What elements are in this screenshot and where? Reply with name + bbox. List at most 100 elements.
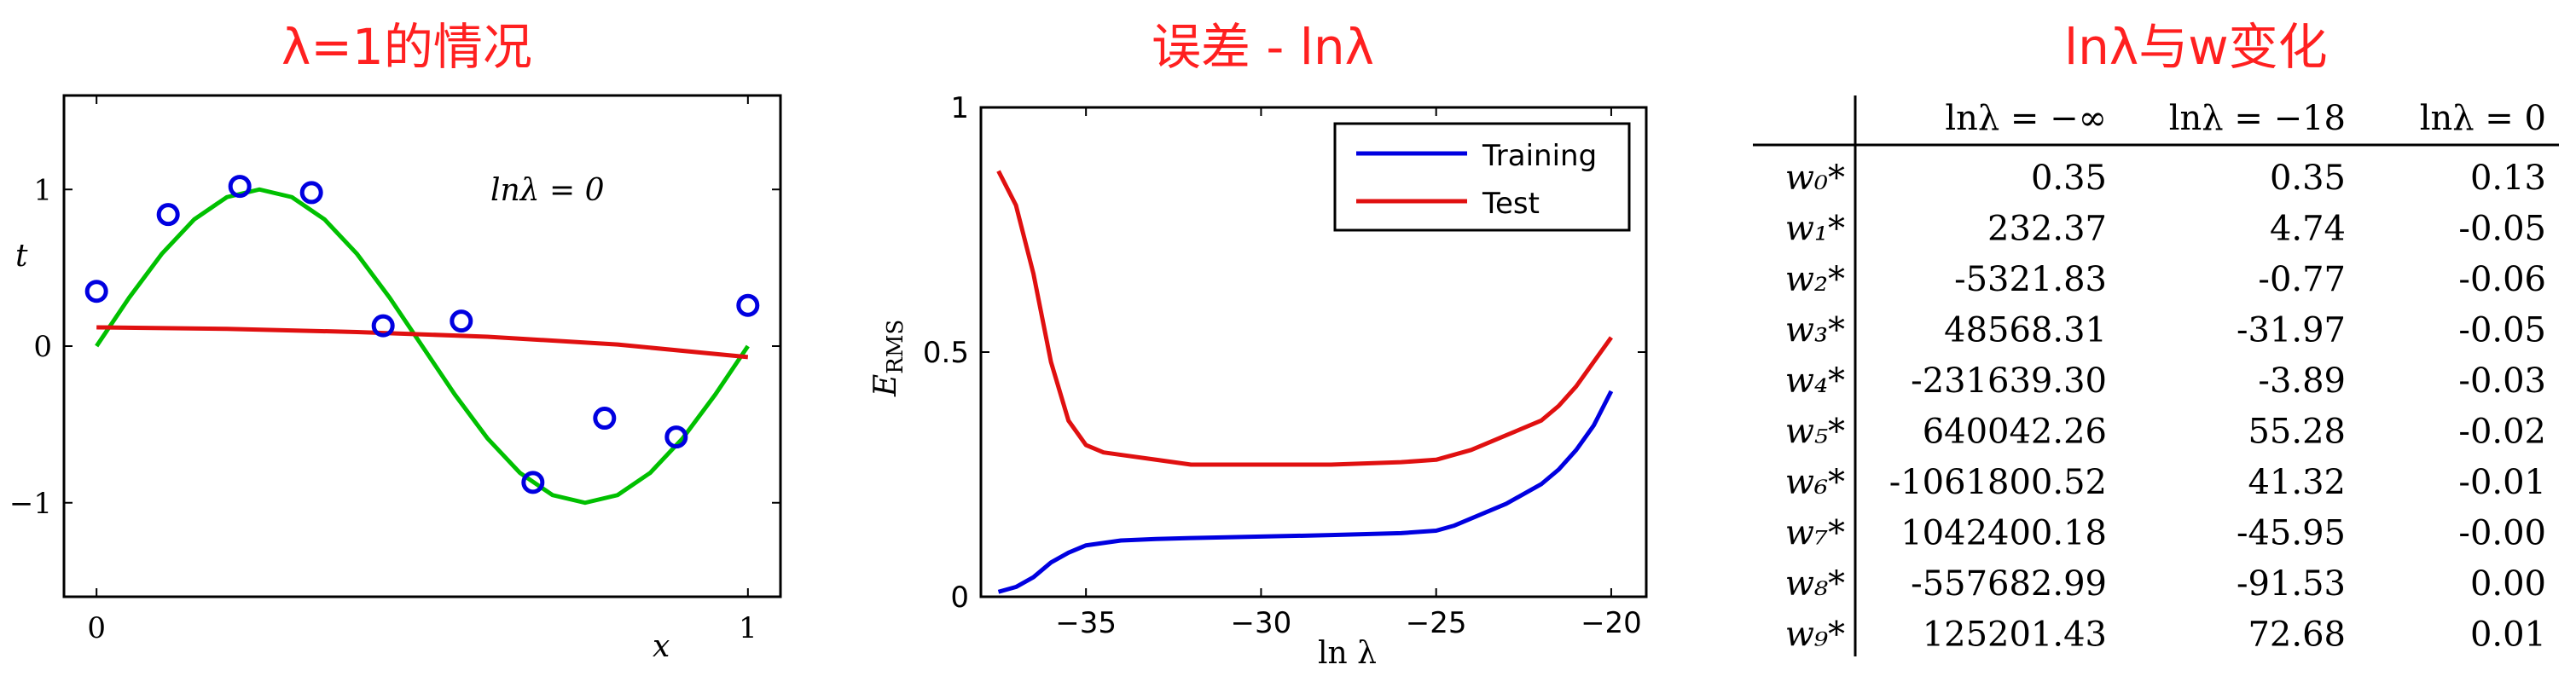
row-label: w₅* <box>1785 413 1845 452</box>
data-point <box>228 175 252 199</box>
series-group <box>996 170 1614 594</box>
data-point <box>156 203 180 227</box>
tick-group: 0 1 1 0 −1 <box>9 95 780 645</box>
row-label: w₇* <box>1785 514 1845 553</box>
middle-title: 误差 - lnλ <box>1152 18 1375 76</box>
legend-box <box>1333 122 1631 232</box>
row-label: w₃* <box>1785 311 1845 350</box>
table-row: w₉* 125201.43 72.68 0.01 <box>1785 616 2546 655</box>
table-body: w₀* 0.35 0.35 0.13 w₁* 232.37 4.74 -0.05 w₂* -532… <box>1785 159 2546 655</box>
table-cell: 232.37 <box>1987 210 2107 249</box>
table-row: w₀* 0.35 0.35 0.13 <box>1785 159 2546 198</box>
table-cell: -231639.30 <box>1911 361 2107 401</box>
table-cell: 125201.43 <box>1923 616 2107 655</box>
column-header: lnλ = −∞ <box>1945 99 2107 138</box>
x-tick-label: −20 <box>1581 606 1642 640</box>
table-header: lnλ = −∞ lnλ = −18 lnλ = 0 <box>1945 99 2546 138</box>
table-cell: 41.32 <box>2248 463 2346 502</box>
table-cell: -31.97 <box>2237 311 2346 350</box>
table-cell: 1042400.18 <box>1900 514 2107 553</box>
polynomial-fit-plot: 0 1 1 0 −1 lnλ = 0 x t <box>9 94 782 664</box>
left-title: λ=1的情况 <box>281 18 532 76</box>
y-tick-label: −1 <box>9 487 52 521</box>
row-label: w₆* <box>1785 463 1845 502</box>
x-axis-label: x <box>653 629 670 664</box>
table-row: w₁* 232.37 4.74 -0.05 <box>1785 210 2546 249</box>
series-line-training <box>997 390 1614 594</box>
x-tick-label: −30 <box>1231 606 1292 640</box>
row-label: w₉* <box>1785 616 1845 655</box>
tick-group: −35 −30 −25 −20 0 0.5 1 <box>923 91 1646 640</box>
row-label: w₀* <box>1785 159 1845 198</box>
table-cell: -0.05 <box>2458 210 2546 249</box>
data-point <box>299 181 323 205</box>
data-point <box>664 425 688 449</box>
table-row: w₄* -231639.30 -3.89 -0.03 <box>1785 361 2546 401</box>
table-cell: 4.74 <box>2270 210 2346 249</box>
series-group <box>95 187 750 506</box>
data-point <box>371 314 395 338</box>
weights-table: lnλ = −∞ lnλ = −18 lnλ = 0 w₀* 0.35 0.35 0.13… <box>1753 95 2559 656</box>
table-cell: -0.03 <box>2458 361 2546 401</box>
legend: Training Test <box>1333 122 1631 232</box>
x-tick-label: −35 <box>1055 606 1117 640</box>
data-point <box>521 471 545 494</box>
table-row: w₂* -5321.83 -0.77 -0.06 <box>1785 260 2546 299</box>
row-label: w₁* <box>1785 210 1845 249</box>
table-row: w₅* 640042.26 55.28 -0.02 <box>1785 413 2546 452</box>
right-title: lnλ与w变化 <box>2064 18 2328 76</box>
data-point <box>450 309 473 333</box>
x-tick-label: 0 <box>87 611 106 645</box>
table-cell: -0.00 <box>2458 514 2546 553</box>
table-cell: -1061800.52 <box>1889 463 2107 502</box>
table-cell: 72.68 <box>2248 616 2346 655</box>
curve-line-green <box>95 187 750 506</box>
column-header: lnλ = −18 <box>2169 99 2346 138</box>
table-cell: -0.06 <box>2458 260 2546 299</box>
series-line-test <box>996 170 1613 467</box>
table-cell: 0.13 <box>2470 159 2546 198</box>
table-cell: -45.95 <box>2237 514 2346 553</box>
table-cell: 0.35 <box>2270 159 2346 198</box>
y-tick-label: 1 <box>950 91 969 125</box>
table-cell: -0.77 <box>2258 260 2346 299</box>
x-axis-label: ln λ <box>1318 636 1377 671</box>
table-cell: -3.89 <box>2258 361 2346 401</box>
table-cell: -0.01 <box>2458 463 2546 502</box>
table-row: w₈* -557682.99 -91.53 0.00 <box>1785 564 2546 604</box>
table-cell: 55.28 <box>2248 413 2346 452</box>
table-row: w₆* -1061800.52 41.32 -0.01 <box>1785 463 2546 502</box>
table-cell: -0.02 <box>2458 413 2546 452</box>
error-plot: −35 −30 −25 −20 0 0.5 1 Training Test ln λ ERM… <box>868 91 1648 671</box>
y-tick-label: 0 <box>950 581 969 615</box>
table-cell: 48568.31 <box>1944 311 2107 350</box>
data-point <box>84 280 108 303</box>
row-label: w₈* <box>1785 564 1845 604</box>
y-axis-label: ERMS <box>868 320 908 397</box>
points-group <box>84 175 760 494</box>
y-tick-label: 0 <box>33 330 52 364</box>
table-cell: 0.35 <box>2031 159 2107 198</box>
row-label: w₂* <box>1785 260 1845 299</box>
table-cell: 640042.26 <box>1923 413 2107 452</box>
y-axis-label: t <box>15 239 28 274</box>
table-cell: 0.00 <box>2470 564 2546 604</box>
x-tick-label: 1 <box>739 611 757 645</box>
table-cell: 0.01 <box>2470 616 2546 655</box>
data-point <box>736 293 760 317</box>
table-row: w₃* 48568.31 -31.97 -0.05 <box>1785 311 2546 350</box>
table-row: w₇* 1042400.18 -45.95 -0.00 <box>1785 514 2546 553</box>
table-cell: -557682.99 <box>1911 564 2107 604</box>
legend-label-training: Training <box>1482 139 1597 173</box>
row-label: w₄* <box>1785 361 1845 401</box>
table-cell: -0.05 <box>2458 311 2546 350</box>
table-cell: -5321.83 <box>1954 260 2107 299</box>
data-point <box>593 407 617 431</box>
x-tick-label: −25 <box>1406 606 1467 640</box>
table-cell: -91.53 <box>2237 564 2346 604</box>
column-header: lnλ = 0 <box>2420 99 2546 138</box>
y-tick-label: 0.5 <box>923 336 969 370</box>
legend-label-test: Test <box>1482 187 1540 221</box>
y-tick-label: 1 <box>33 173 52 207</box>
